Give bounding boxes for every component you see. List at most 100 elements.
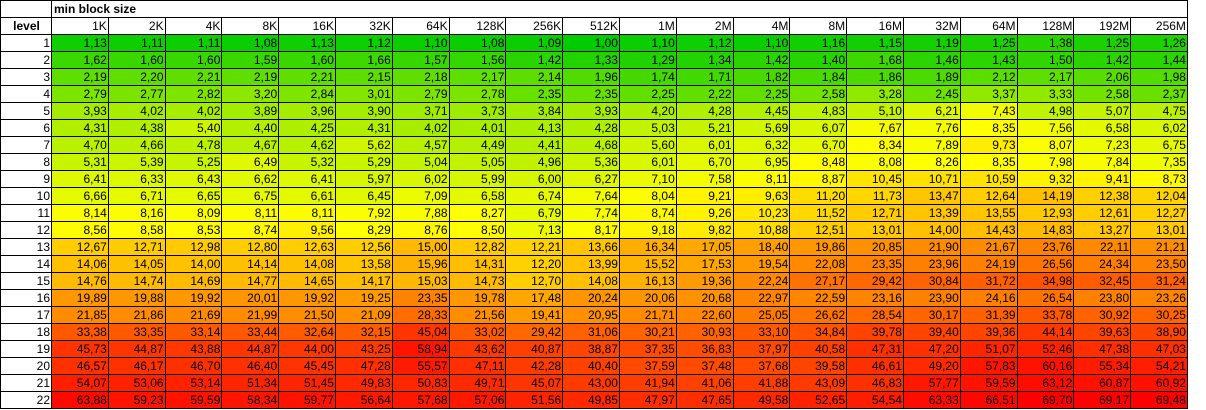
data-cell[interactable]: 46,57 [51, 357, 109, 375]
data-cell[interactable]: 2,58 [1073, 85, 1132, 103]
data-cell[interactable]: 30,17 [902, 306, 961, 324]
data-cell[interactable]: 8,56 [51, 221, 109, 239]
data-cell[interactable]: 21,71 [618, 306, 677, 324]
data-cell[interactable]: 47,03 [1130, 340, 1188, 358]
data-cell[interactable]: 1,38 [1016, 34, 1075, 52]
data-cell[interactable]: 22,59 [789, 289, 848, 307]
data-cell[interactable]: 4,62 [278, 136, 336, 154]
data-cell[interactable]: 7,13 [505, 221, 564, 239]
data-cell[interactable]: 39,58 [789, 357, 848, 375]
data-cell[interactable]: 22,60 [675, 306, 734, 324]
data-cell[interactable]: 52,46 [1016, 340, 1075, 358]
data-cell[interactable]: 58,34 [221, 391, 280, 409]
data-cell[interactable]: 23,96 [902, 255, 961, 273]
data-cell[interactable]: 2,06 [1073, 68, 1132, 86]
data-cell[interactable]: 6,02 [1130, 119, 1188, 137]
data-cell[interactable]: 1,08 [448, 34, 507, 52]
data-cell[interactable]: 30,92 [1073, 306, 1132, 324]
data-cell[interactable]: 1,25 [1073, 34, 1132, 52]
data-cell[interactable]: 7,23 [1073, 136, 1132, 154]
data-cell[interactable]: 6,41 [51, 170, 109, 188]
data-cell[interactable]: 1,16 [789, 34, 848, 52]
data-cell[interactable]: 1,19 [902, 34, 961, 52]
data-cell[interactable]: 21,90 [902, 238, 961, 256]
data-cell[interactable]: 3,37 [959, 85, 1018, 103]
row-level-label[interactable]: 17 [0, 306, 52, 324]
data-cell[interactable]: 2,77 [107, 85, 166, 103]
data-cell[interactable]: 60,16 [1016, 357, 1075, 375]
data-cell[interactable]: 1,57 [391, 51, 450, 69]
data-cell[interactable]: 1,98 [1130, 68, 1188, 86]
data-cell[interactable]: 5,97 [334, 170, 393, 188]
data-cell[interactable]: 49,85 [562, 391, 620, 409]
data-cell[interactable]: 8,74 [221, 221, 280, 239]
data-cell[interactable]: 6,49 [221, 153, 280, 171]
data-cell[interactable]: 4,66 [107, 136, 166, 154]
data-cell[interactable]: 1,74 [618, 68, 677, 86]
data-cell[interactable]: 14,00 [164, 255, 223, 273]
data-cell[interactable]: 6,74 [505, 187, 564, 205]
data-cell[interactable]: 21,09 [334, 306, 393, 324]
data-cell[interactable]: 6,65 [164, 187, 223, 205]
data-cell[interactable]: 32,45 [1073, 272, 1132, 290]
data-cell[interactable]: 20,01 [221, 289, 280, 307]
data-cell[interactable]: 43,88 [164, 340, 223, 358]
row-level-label[interactable]: 20 [0, 357, 52, 375]
data-cell[interactable]: 4,01 [448, 119, 507, 137]
data-cell[interactable]: 4,31 [51, 119, 109, 137]
data-cell[interactable]: 63,88 [51, 391, 109, 409]
data-cell[interactable]: 9,82 [675, 221, 734, 239]
data-cell[interactable]: 9,41 [1073, 170, 1132, 188]
data-cell[interactable]: 36,83 [675, 340, 734, 358]
row-level-label[interactable]: 3 [0, 68, 52, 86]
data-cell[interactable]: 10,88 [732, 221, 791, 239]
data-cell[interactable]: 5,99 [448, 170, 507, 188]
data-cell[interactable]: 6,41 [278, 170, 336, 188]
data-cell[interactable]: 27,17 [789, 272, 848, 290]
data-cell[interactable]: 4,38 [107, 119, 166, 137]
data-cell[interactable]: 37,35 [618, 340, 677, 358]
column-header[interactable]: 256K [505, 17, 564, 35]
data-cell[interactable]: 12,71 [846, 204, 904, 222]
data-cell[interactable]: 33,35 [107, 323, 166, 341]
data-cell[interactable]: 54,21 [1130, 357, 1188, 375]
data-cell[interactable]: 10,59 [959, 170, 1018, 188]
data-cell[interactable]: 7,58 [675, 170, 734, 188]
data-cell[interactable]: 57,77 [902, 374, 961, 392]
data-cell[interactable]: 6,95 [732, 153, 791, 171]
data-cell[interactable]: 14,43 [959, 221, 1018, 239]
row-level-label[interactable]: 21 [0, 374, 52, 392]
data-cell[interactable]: 21,86 [107, 306, 166, 324]
data-cell[interactable]: 12,21 [505, 238, 564, 256]
data-cell[interactable]: 41,94 [618, 374, 677, 392]
data-cell[interactable]: 2,21 [278, 68, 336, 86]
data-cell[interactable]: 1,15 [846, 34, 904, 52]
data-cell[interactable]: 14,83 [1016, 221, 1075, 239]
data-cell[interactable]: 57,68 [391, 391, 450, 409]
data-cell[interactable]: 37,59 [618, 357, 677, 375]
data-cell[interactable]: 57,83 [959, 357, 1018, 375]
data-cell[interactable]: 51,07 [959, 340, 1018, 358]
column-header[interactable]: 8M [789, 17, 848, 35]
data-cell[interactable]: 5,69 [732, 119, 791, 137]
data-cell[interactable]: 4,68 [562, 136, 620, 154]
data-cell[interactable]: 12,38 [1073, 187, 1132, 205]
data-cell[interactable]: 12,71 [107, 238, 166, 256]
data-cell[interactable]: 14,65 [278, 272, 336, 290]
data-cell[interactable]: 14,00 [902, 221, 961, 239]
data-cell[interactable]: 33,38 [51, 323, 109, 341]
data-cell[interactable]: 31,39 [959, 306, 1018, 324]
data-cell[interactable]: 43,62 [448, 340, 507, 358]
data-cell[interactable]: 45,45 [278, 357, 336, 375]
data-cell[interactable]: 45,07 [505, 374, 564, 392]
data-cell[interactable]: 12,56 [334, 238, 393, 256]
data-cell[interactable]: 29,42 [505, 323, 564, 341]
data-cell[interactable]: 8,53 [164, 221, 223, 239]
data-cell[interactable]: 4,40 [221, 119, 280, 137]
data-cell[interactable]: 2,79 [51, 85, 109, 103]
data-cell[interactable]: 9,63 [732, 187, 791, 205]
data-cell[interactable]: 18,40 [732, 238, 791, 256]
data-cell[interactable]: 59,59 [164, 391, 223, 409]
data-cell[interactable]: 14,17 [334, 272, 393, 290]
data-cell[interactable]: 15,52 [618, 255, 677, 273]
